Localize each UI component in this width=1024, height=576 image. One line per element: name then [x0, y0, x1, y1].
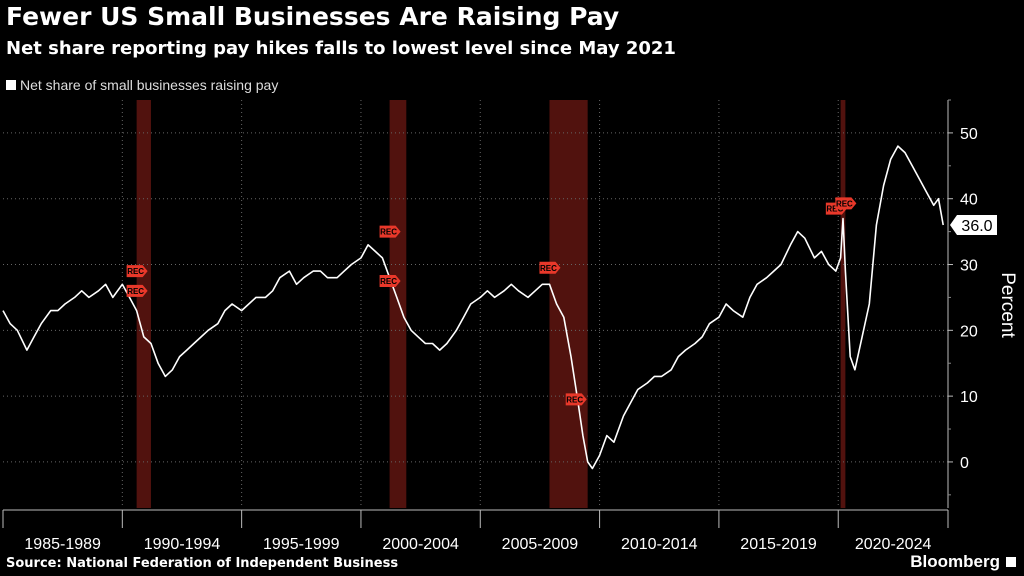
- y-axis-title: Percent: [997, 272, 1018, 338]
- brand-logo-text: Bloomberg: [910, 552, 1016, 572]
- recession-band-1: [389, 100, 407, 508]
- brand-mark-icon: [1006, 557, 1016, 567]
- x-tick-label-7: 2020-2024: [855, 536, 932, 553]
- brand-name: Bloomberg: [910, 552, 1000, 571]
- chart-subtitle: Net share reporting pay hikes falls to l…: [6, 38, 676, 59]
- x-tick-label-5: 2010-2014: [621, 536, 698, 553]
- rec-marker-label-4: REC: [540, 264, 557, 273]
- y-tick-label-0: 0: [960, 455, 969, 472]
- recession-band-0: [136, 100, 151, 508]
- rec-marker-label-3: REC: [380, 277, 397, 286]
- chart-title: Fewer US Small Businesses Are Raising Pa…: [6, 2, 620, 31]
- series-line: [2, 145, 944, 470]
- y-tick-label-10: 10: [960, 389, 978, 406]
- y-tick-label-20: 20: [960, 323, 978, 340]
- recession-band-2: [549, 100, 588, 508]
- x-tick-label-6: 2015-2019: [740, 536, 817, 553]
- rec-marker-label-6: REC: [826, 205, 843, 214]
- rec-marker-label-7: REC: [836, 199, 853, 208]
- x-tick-label-1: 1990-1994: [144, 536, 221, 553]
- recession-band-3: [840, 100, 846, 508]
- x-tick-label-0: 1985-1989: [24, 536, 101, 553]
- rec-marker-label-0: REC: [127, 267, 144, 276]
- x-tick-label-4: 2005-2009: [502, 536, 579, 553]
- rec-marker-4: [539, 261, 561, 274]
- y-tick-label-30: 30: [960, 258, 978, 275]
- rec-marker-label-2: REC: [380, 228, 397, 237]
- rec-marker-label-1: REC: [127, 287, 144, 296]
- rec-marker-0: [126, 265, 148, 278]
- rec-marker-1: [126, 284, 148, 297]
- source-note: Source: National Federation of Independe…: [6, 556, 399, 571]
- y-tick-label-50: 50: [960, 126, 978, 143]
- last-value-label: 36.0: [961, 218, 992, 235]
- legend: Net share of small businesses raising pa…: [6, 77, 278, 93]
- rec-marker-7: [835, 197, 857, 210]
- last-value-badge: [950, 215, 997, 236]
- y-tick-label-40: 40: [960, 192, 978, 209]
- rec-marker-3: [379, 274, 401, 287]
- rec-marker-label-5: REC: [566, 395, 583, 404]
- rec-marker-2: [379, 225, 401, 238]
- x-tick-label-3: 2000-2004: [382, 536, 459, 553]
- legend-swatch: [6, 80, 16, 90]
- rec-marker-5: [565, 393, 587, 406]
- legend-label: Net share of small businesses raising pa…: [20, 77, 279, 93]
- x-tick-label-2: 1995-1999: [263, 536, 340, 553]
